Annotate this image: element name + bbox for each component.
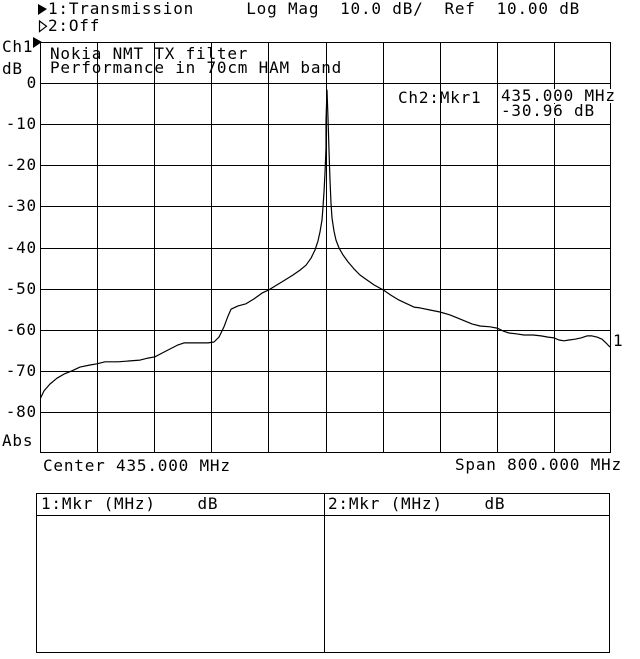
span-frequency-label: Span 800.000 MHz	[455, 455, 622, 474]
y-tick-label: -10	[5, 114, 37, 133]
y-axis-unit-label: dB	[2, 59, 23, 78]
grid-border	[40, 42, 611, 453]
y-tick-label: 0	[26, 73, 37, 92]
graticule	[40, 42, 611, 453]
trace1-header: 1:Transmission Log Mag 10.0 dB/ Ref 10.0…	[48, 0, 581, 18]
y-tick-label: -70	[5, 361, 37, 380]
marker-table: 1:Mkr (MHz) dB 2:Mkr (MHz) dB	[36, 493, 610, 653]
trace2-header: 2:Off	[48, 16, 101, 35]
y-tick-label: -30	[5, 196, 37, 215]
y-tick-label: -60	[5, 320, 37, 339]
marker-readout-label: Ch2:Mkr1	[398, 88, 482, 107]
y-axis-format-label: Abs	[2, 431, 34, 450]
transmission-trace	[40, 89, 611, 400]
trace1-active-marker-icon	[38, 4, 47, 15]
marker-table2-header: 2:Mkr (MHz) dB	[328, 494, 506, 513]
marker-readout-frequency: 435.000 MHz	[501, 86, 618, 105]
plot-title-line2: Performance in 70cm HAM band	[50, 58, 343, 77]
grid-svg	[40, 42, 611, 453]
plot-title-line1: Nokia NMT TX filter	[50, 44, 249, 63]
y-tick-label: -40	[5, 238, 37, 257]
marker-table-divider	[324, 494, 325, 652]
marker-table1-header: 1:Mkr (MHz) dB	[41, 494, 219, 513]
trace-end-marker: 1	[613, 331, 624, 350]
y-tick-label: -50	[5, 279, 37, 298]
trace2-inactive-marker-icon	[38, 19, 48, 35]
y-tick-label: -80	[5, 402, 37, 421]
marker-table-header-underline	[37, 515, 609, 516]
channel-label: Ch1	[2, 37, 34, 56]
y-tick-label: -20	[5, 155, 37, 174]
reference-level-marker-icon	[33, 37, 42, 48]
center-frequency-label: Center 435.000 MHz	[43, 456, 231, 475]
marker-readout-level: -30.96 dB	[501, 101, 597, 120]
